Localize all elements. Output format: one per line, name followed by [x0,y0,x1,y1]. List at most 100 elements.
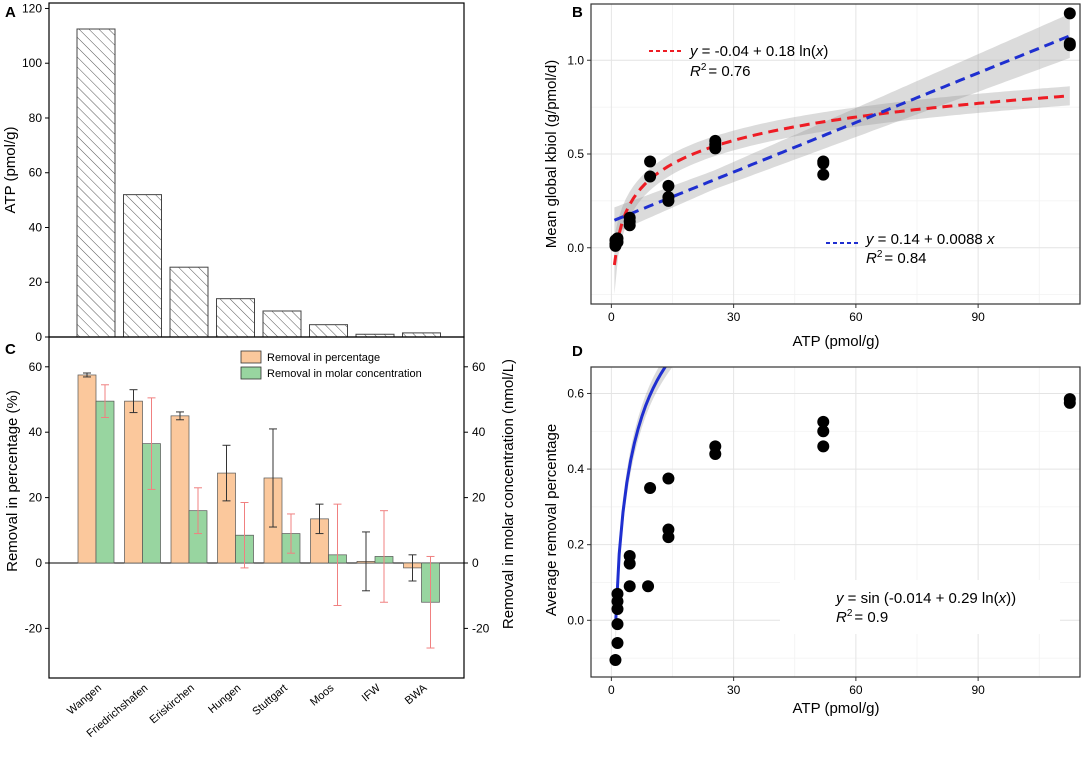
a-ytick-label: 0 [35,330,42,344]
data-point [817,440,830,453]
a-bar [76,28,116,338]
panel-d-frame [590,366,1081,678]
data-point [611,636,624,649]
panel-a-bar-chart: 0 20 40 60 80 100 120 ATP (pmol/g) [2,1,465,344]
a-bar [123,194,162,338]
xtick-label: 30 [727,683,741,697]
c-ytick-label: 60 [29,360,43,374]
data-point [709,142,722,155]
panel-a-ylabel: ATP (pmol/g) [2,127,19,214]
a-ytick-label: 100 [22,56,42,70]
data-point [642,580,655,593]
fit-r2-red: R2 = 0.76 [690,62,751,80]
data-point [662,531,675,544]
panel-b-fit-legend-red: y = -0.04 + 0.18 ln(x) R2 = 0.76 [649,43,828,80]
a-bar [309,324,348,338]
ytick-label: 0.0 [567,241,584,255]
panel-b-xlabel: ATP (pmol/g) [793,333,880,350]
panel-d-eq-bg [780,580,1060,634]
panel-label-b: B [572,4,583,21]
panel-b-fit-legend-blue: y = 0.14 + 0.0088 x R2 = 0.84 [826,231,995,267]
c-ytick-right-label: 0 [472,556,479,570]
a-ytick-label: 120 [22,1,42,15]
xtick-label: 0 [608,683,615,697]
c-category-label: Eriskirchen [148,682,197,726]
data-point [1063,7,1076,20]
fit-line [612,94,1070,266]
ytick-label: 0.0 [567,613,584,627]
ytick-label: 1.0 [567,53,584,67]
fit-r2-blue: R2 = 0.84 [866,249,927,267]
c-ytick-label: -20 [25,621,43,635]
data-point [609,239,622,252]
legend-label-percentage: Removal in percentage [267,352,380,364]
xtick-label: 0 [608,310,615,324]
xtick-label: 90 [971,310,985,324]
c-category-label: Moos [308,682,337,709]
c-ytick-right-label: 40 [472,425,486,439]
a-ytick-label: 40 [29,220,43,234]
c-category-label: BWA [403,682,430,707]
a-bar [216,298,255,338]
legend-label-molar: Removal in molar concentration [267,368,422,380]
panel-d-ylabel: Average removal percentage [543,424,560,616]
c-bar-molar [95,400,115,564]
c-category-label: Hungen [206,682,243,716]
a-bar [262,310,302,338]
a-ytick-label: 20 [29,275,43,289]
data-point [662,194,675,207]
panel-d-scatter: 0 30 60 90 0.0 0.2 0.4 0.6 ATP (pmol/g) Average… [543,366,1081,717]
xtick-label: 30 [727,310,741,324]
c-bar-percentage [77,374,97,564]
c-ytick-right-label: 20 [472,491,486,505]
c-category-label: Stuttgart [250,682,290,718]
c-ytick-right-label: 60 [472,360,486,374]
data-point [709,447,722,460]
ytick-label: 0.6 [567,386,584,400]
fit-confidence-band [614,13,1070,234]
data-point [623,219,636,232]
fit-r2-d: R2 = 0.9 [836,608,888,626]
c-bar-percentage [124,400,143,564]
c-ytick-label: 0 [35,556,42,570]
panel-c-frame [48,336,465,679]
data-point [817,168,830,181]
panel-c-ylabel: Removal in percentage (%) [4,390,21,572]
fit-confidence-band [614,86,1070,295]
fit-eq-red: y = -0.04 + 0.18 ln(x) [689,43,828,60]
data-point [817,425,830,438]
data-point [609,653,622,666]
legend-swatch-percentage [240,350,262,364]
c-ytick-label: 40 [29,425,43,439]
xtick-label: 60 [849,683,863,697]
data-point [623,557,636,570]
data-point [623,580,636,593]
panel-c-legend: Removal in percentage Removal in molar c… [240,350,422,380]
c-ytick-label: 20 [29,491,43,505]
fit-eq-d: y = sin (-0.014 + 0.29 ln(x)) [835,590,1016,607]
panel-b-scatter: 0 30 60 90 0.0 0.5 1.0 ATP (pmol/g) Mean globa… [543,3,1081,350]
data-point [662,472,675,485]
panel-label-c: C [5,341,16,358]
xtick-label: 90 [971,683,985,697]
data-point [644,155,657,168]
data-point [644,481,657,494]
c-ytick-right-label: -20 [472,621,490,635]
data-point [817,415,830,428]
c-bar-percentage [170,415,190,564]
a-ytick-label: 60 [29,166,43,180]
data-point [611,618,624,631]
data-point [1063,396,1076,409]
data-point [1063,39,1076,52]
c-category-label: Wangen [65,682,104,717]
panel-d-xlabel: ATP (pmol/g) [793,700,880,717]
xtick-label: 60 [849,310,863,324]
ytick-label: 0.4 [567,462,584,476]
legend-swatch-molar [240,366,262,380]
data-point [662,179,675,192]
a-bar [402,332,441,338]
panel-c-ylabel-right: Removal in molar concentration (nmol/L) [500,359,517,629]
c-category-label: IFW [360,682,384,705]
